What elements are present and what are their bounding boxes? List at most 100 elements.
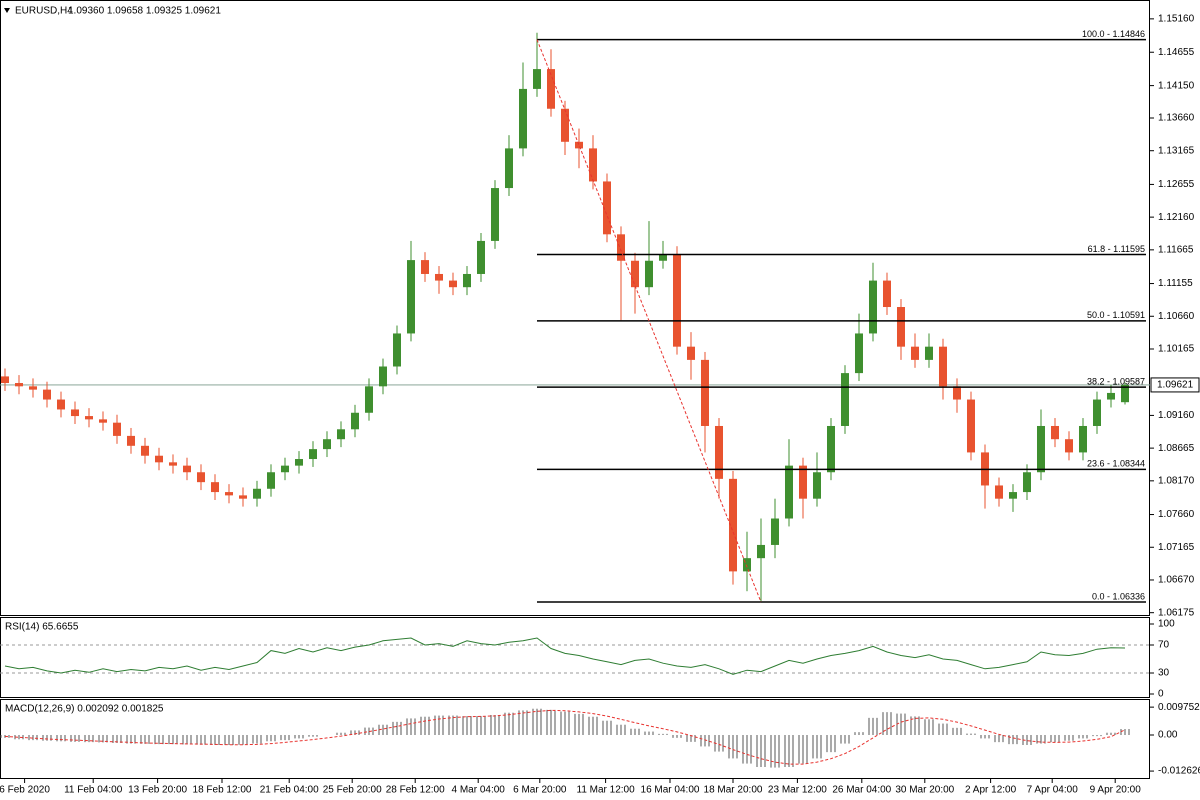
candle-body: [826, 425, 835, 473]
candle-body: [924, 346, 933, 360]
candle-body: [70, 409, 79, 417]
candle-body: [630, 260, 639, 288]
candle-body: [854, 333, 863, 374]
candle-body: [98, 419, 107, 423]
candle-body: [280, 465, 289, 473]
candle-body: [1078, 425, 1087, 453]
fib-label: 61.8 - 1.11595: [1088, 244, 1145, 254]
candle-body: [1064, 439, 1073, 453]
candle-body: [518, 88, 527, 149]
y-tick-label: 1.08665: [1158, 443, 1195, 454]
candle-body: [1050, 425, 1059, 440]
y-tick-label: 1.15160: [1158, 14, 1195, 25]
y-tick-label: 0: [1158, 689, 1164, 700]
candle-body: [840, 373, 849, 426]
candle-body: [910, 346, 919, 360]
fib-label: 38.2 - 1.09587: [1087, 377, 1145, 387]
y-tick-label: 1.12160: [1158, 212, 1195, 223]
candle-body: [462, 273, 471, 288]
candle-body: [420, 260, 429, 274]
fib-label: 23.6 - 1.08344: [1087, 459, 1145, 469]
y-tick-label: -0.012626: [1158, 766, 1200, 777]
candle-body: [378, 366, 387, 387]
candle-body: [56, 399, 65, 410]
chart-title: EURUSD,H4: [15, 6, 73, 17]
candle-body: [896, 307, 905, 347]
candle-body: [476, 240, 485, 274]
x-tick-label: 25 Feb 20:00: [323, 785, 382, 796]
fib-label: 50.0 - 1.10591: [1087, 310, 1145, 320]
rsi-panel-frame: [0, 617, 1150, 698]
candle-body: [882, 280, 891, 308]
candle-body: [602, 181, 611, 235]
y-tick-label: 0.00: [1158, 730, 1178, 741]
y-tick-label: 1.10165: [1158, 344, 1195, 355]
y-tick-label: 100: [1158, 619, 1175, 630]
x-tick-label: 13 Feb 20:00: [128, 785, 187, 796]
x-tick-label: 6 Feb 2020: [0, 785, 50, 796]
candle-body: [546, 69, 555, 109]
candle-body: [966, 399, 975, 453]
y-tick-label: 1.14655: [1158, 47, 1195, 58]
candle-body: [252, 488, 261, 499]
macd-panel-frame: [0, 699, 1150, 779]
candle-body: [574, 141, 583, 149]
candle-body: [490, 188, 499, 241]
candle-body: [756, 544, 765, 559]
x-tick-label: 11 Feb 04:00: [64, 785, 123, 796]
candle-body: [770, 518, 779, 545]
candle-body: [0, 376, 9, 384]
candle-body: [238, 495, 247, 499]
y-tick-label: 1.11665: [1158, 244, 1194, 255]
candle-body: [1008, 492, 1017, 499]
fib-trend-line: [536, 39, 762, 603]
candle-body: [42, 389, 51, 400]
y-tick-label: 30: [1158, 668, 1170, 679]
main-panel-frame: [0, 0, 1150, 616]
candle-body: [392, 333, 401, 367]
ohlc-text: 1.09360 1.09658 1.09325 1.09621: [68, 6, 221, 17]
candle-body: [532, 69, 541, 89]
candle-body: [686, 346, 695, 360]
candle-body: [266, 472, 275, 489]
fib-label: 0.0 - 1.06336: [1092, 591, 1145, 601]
candle-body: [560, 108, 569, 142]
x-tick-label: 18 Feb 12:00: [193, 785, 252, 796]
candle-body: [182, 465, 191, 473]
candle-body: [672, 254, 681, 347]
candle-body: [28, 386, 37, 390]
y-tick-label: 1.09160: [1158, 410, 1195, 421]
candle-body: [448, 280, 457, 288]
x-tick-label: 16 Mar 04:00: [641, 785, 700, 796]
candle-body: [406, 260, 415, 334]
rsi-title: RSI(14) 65.6655: [5, 622, 79, 633]
y-tick-label: 1.12655: [1158, 179, 1195, 190]
x-tick-label: 23 Mar 12:00: [768, 785, 827, 796]
x-tick-label: 9 Apr 20:00: [1090, 785, 1142, 796]
candle-body: [938, 346, 947, 387]
candle-body: [1022, 472, 1031, 493]
x-tick-label: 4 Mar 04:00: [452, 785, 506, 796]
y-tick-label: 1.07165: [1158, 542, 1195, 553]
x-tick-label: 11 Mar 12:00: [577, 785, 636, 796]
x-tick-label: 26 Mar 04:00: [832, 785, 891, 796]
candle-body: [224, 492, 233, 496]
current-price-label: 1.09621: [1157, 380, 1194, 391]
candle-body: [714, 425, 723, 479]
candle-body: [294, 459, 303, 466]
candle-body: [1120, 384, 1129, 403]
y-tick-label: 1.10660: [1158, 311, 1195, 322]
candle-body: [14, 383, 23, 387]
candle-body: [994, 485, 1003, 499]
candle-body: [84, 416, 93, 420]
x-tick-label: 7 Apr 04:00: [1027, 785, 1079, 796]
macd-title: MACD(12,26,9) 0.002092 0.001825: [5, 704, 164, 715]
candle-body: [336, 429, 345, 440]
candle-body: [210, 482, 219, 493]
candle-body: [1092, 399, 1101, 426]
candle-body: [1036, 425, 1045, 473]
rsi-line: [4, 637, 1126, 675]
candle-body: [812, 472, 821, 499]
candle-body: [434, 273, 443, 281]
